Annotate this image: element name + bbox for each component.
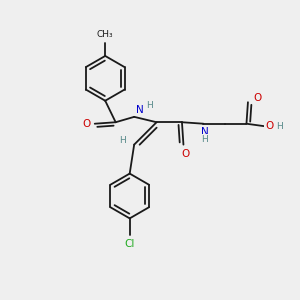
Text: H: H xyxy=(119,136,126,145)
Text: O: O xyxy=(82,119,91,129)
Text: H: H xyxy=(146,101,152,110)
Text: N: N xyxy=(201,127,209,137)
Text: O: O xyxy=(182,149,190,159)
Text: N: N xyxy=(136,105,143,115)
Text: CH₃: CH₃ xyxy=(97,30,113,39)
Text: O: O xyxy=(266,121,274,131)
Text: Cl: Cl xyxy=(124,239,135,249)
Text: H: H xyxy=(276,122,283,130)
Text: O: O xyxy=(254,93,262,103)
Text: H: H xyxy=(202,135,208,144)
